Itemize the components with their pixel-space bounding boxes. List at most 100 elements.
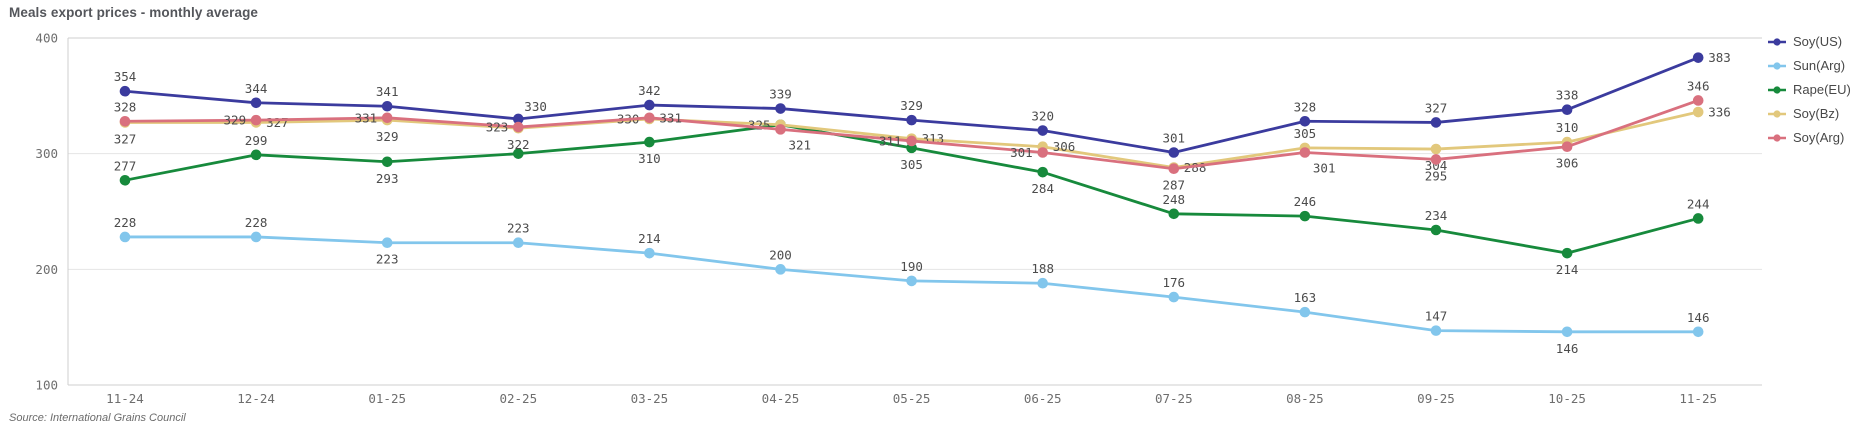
point-value-label: 336	[1708, 105, 1731, 120]
legend-marker-icon	[1768, 85, 1786, 94]
data-point[interactable]	[381, 156, 393, 168]
legend: Soy(US) Sun(Arg) Rape(EU) Soy(Bz) Soy(Arg)	[1768, 34, 1851, 145]
point-value-label: 323	[486, 120, 509, 135]
series-sunarg: 228 228 223 223 214 200 190 188 176 163 147 146 146	[114, 215, 1710, 356]
point-value-label: 288	[1184, 160, 1207, 175]
point-value-label: 346	[1687, 78, 1710, 93]
point-value-label: 329	[376, 129, 399, 144]
point-value-label: 310	[1556, 120, 1579, 135]
data-point[interactable]	[1561, 326, 1573, 338]
data-point[interactable]	[250, 231, 262, 243]
data-point[interactable]	[1168, 208, 1180, 220]
data-point[interactable]	[775, 124, 786, 135]
point-value-label: 338	[1556, 88, 1579, 103]
data-point[interactable]	[513, 113, 524, 125]
point-value-label: 320	[1031, 109, 1054, 124]
point-value-label: 234	[1425, 208, 1448, 223]
point-value-label: 214	[1556, 262, 1579, 277]
legend-item-soybz[interactable]: Soy(Bz)	[1768, 106, 1851, 121]
series-soyarg: 328 329 331 323 331 321 311 301 287 301 295 306 346	[114, 78, 1710, 192]
data-point[interactable]	[644, 136, 655, 148]
data-point[interactable]	[381, 237, 393, 249]
x-tick-label: 11-25	[1679, 391, 1717, 406]
x-tick-label: 01-25	[368, 391, 406, 406]
data-point[interactable]	[1430, 154, 1442, 165]
point-value-label: 342	[638, 83, 661, 98]
data-point[interactable]	[1168, 163, 1180, 175]
data-point[interactable]	[513, 237, 524, 249]
data-point[interactable]	[1430, 117, 1442, 128]
legend-item-label: Soy(Bz)	[1793, 106, 1840, 121]
data-point[interactable]	[250, 114, 262, 126]
data-point[interactable]	[1561, 104, 1573, 116]
data-point[interactable]	[1430, 224, 1442, 236]
data-point[interactable]	[1168, 147, 1180, 158]
data-point[interactable]	[250, 97, 262, 109]
data-point[interactable]	[1692, 326, 1704, 338]
legend-item-soyus[interactable]: Soy(US)	[1768, 34, 1851, 49]
data-point[interactable]	[1430, 325, 1442, 336]
data-point[interactable]	[1299, 306, 1311, 318]
point-value-label: 304	[1425, 158, 1448, 173]
data-point[interactable]	[1299, 115, 1311, 127]
data-point[interactable]	[775, 103, 786, 114]
data-point[interactable]	[1299, 210, 1311, 222]
point-value-label: 228	[245, 215, 268, 230]
data-point[interactable]	[1692, 106, 1704, 118]
data-point[interactable]	[644, 112, 655, 124]
x-tick-label: 05-25	[893, 391, 931, 406]
data-point[interactable]	[1168, 291, 1180, 303]
data-point[interactable]	[644, 247, 655, 259]
data-point[interactable]	[119, 231, 131, 243]
data-point[interactable]	[1299, 147, 1311, 158]
data-point[interactable]	[1037, 166, 1048, 178]
point-value-label: 295	[1425, 168, 1448, 183]
data-point[interactable]	[513, 121, 524, 133]
point-value-label: 306	[1556, 156, 1579, 171]
data-point[interactable]	[513, 148, 524, 159]
data-point[interactable]	[119, 115, 131, 127]
data-point[interactable]	[1037, 147, 1048, 158]
data-point[interactable]	[906, 114, 917, 126]
y-tick-label: 200	[35, 262, 58, 277]
legend-marker-icon	[1768, 109, 1786, 118]
data-point[interactable]	[775, 264, 786, 275]
data-point[interactable]	[1430, 143, 1442, 155]
point-value-label: 190	[900, 259, 923, 274]
data-point[interactable]	[1037, 277, 1048, 289]
point-value-label: 277	[114, 158, 137, 173]
point-value-label: 188	[1031, 261, 1054, 276]
point-value-label: 301	[1010, 145, 1033, 160]
data-point[interactable]	[644, 99, 655, 111]
data-point[interactable]	[381, 112, 393, 124]
data-point[interactable]	[250, 149, 262, 161]
data-point[interactable]	[1692, 213, 1704, 224]
x-tick-label: 03-25	[631, 391, 669, 406]
chart-title: Meals export prices - monthly average	[9, 5, 259, 20]
data-point[interactable]	[906, 275, 917, 287]
point-value-label: 293	[376, 171, 399, 186]
legend-item-rapeeu[interactable]: Rape(EU)	[1768, 82, 1851, 97]
point-value-label: 163	[1294, 290, 1317, 305]
x-tick-label: 12-24	[237, 391, 275, 406]
data-point[interactable]	[1692, 52, 1704, 63]
data-point[interactable]	[119, 174, 131, 186]
data-point[interactable]	[381, 100, 393, 112]
y-tick-label: 300	[35, 146, 58, 161]
data-point[interactable]	[1561, 141, 1573, 153]
x-tick-label: 02-25	[499, 391, 537, 406]
point-value-label: 339	[769, 87, 792, 102]
data-point[interactable]	[1692, 95, 1704, 106]
legend-item-sunarg[interactable]: Sun(Arg)	[1768, 58, 1851, 73]
data-point[interactable]	[1037, 125, 1048, 136]
point-value-label: 327	[266, 115, 289, 130]
point-value-label: 305	[900, 157, 923, 172]
point-value-label: 328	[1294, 99, 1317, 114]
legend-item-soyarg[interactable]: Soy(Arg)	[1768, 130, 1851, 145]
point-value-label: 244	[1687, 196, 1710, 211]
data-point[interactable]	[119, 85, 131, 97]
x-tick-label: 09-25	[1417, 391, 1455, 406]
data-point[interactable]	[906, 135, 917, 147]
data-point[interactable]	[1561, 247, 1573, 259]
legend-item-label: Soy(US)	[1793, 34, 1843, 49]
